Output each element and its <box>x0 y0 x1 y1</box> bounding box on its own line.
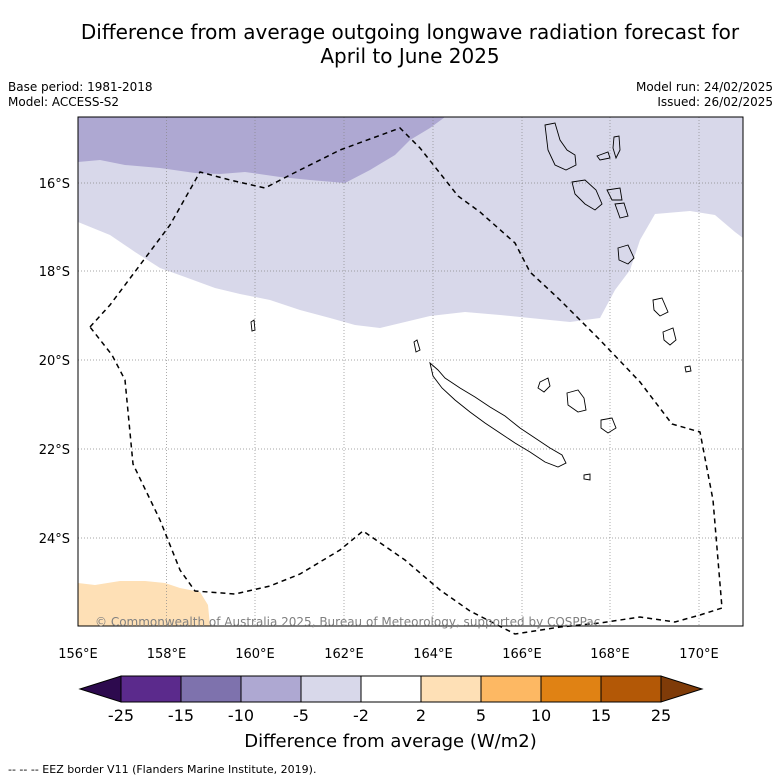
colorbar-title: Difference from average (W/m2) <box>244 731 537 752</box>
colorbar-tick-label: -10 <box>227 706 255 725</box>
colorbar-tick-label: 5 <box>475 706 487 725</box>
colorbar-tick-label: 25 <box>650 706 672 725</box>
colorbar-over-arrow <box>660 675 704 703</box>
small-island-2 <box>250 319 256 332</box>
colorbar-segment <box>120 675 182 703</box>
colorbar-tick-label: 2 <box>415 706 427 725</box>
colorbar-tick-label: 15 <box>590 706 612 725</box>
colorbar-tick-label: -25 <box>107 706 135 725</box>
lon-tick-labels: 156°E 158°E 160°E 162°E 164°E 166°E 168°… <box>58 647 719 662</box>
vanuatu-island-2 <box>596 151 611 161</box>
lat-tick: 22°S <box>39 443 70 458</box>
hunter-island <box>662 327 677 346</box>
map-title-line1: Difference from average outgoing longwav… <box>80 20 740 44</box>
colorbar-segment <box>420 675 482 703</box>
colorbar-tick-label: -15 <box>167 706 195 725</box>
colorbar-tick-label: -5 <box>293 706 309 725</box>
issued-date: Issued: 26/02/2025 <box>657 95 773 109</box>
lat-tick-labels: 16°S 18°S 20°S 22°S 24°S <box>39 177 70 547</box>
vanuatu-island-7 <box>617 244 635 265</box>
vanuatu-island-6 <box>614 202 629 219</box>
lat-tick: 20°S <box>39 354 70 369</box>
lon-tick: 156°E <box>58 647 98 662</box>
anomaly-region-positive <box>78 581 210 626</box>
colorbar-tick-label: 10 <box>530 706 552 725</box>
base-period: Base period: 1981-2018 <box>8 80 153 94</box>
colorbar-segment <box>540 675 602 703</box>
matthew-island <box>652 297 669 317</box>
copyright-notice: © Commonwealth of Australia 2025, Bureau… <box>95 615 600 629</box>
loyalty-island-3 <box>600 417 617 434</box>
colorbar-segment <box>480 675 542 703</box>
colorbar-segment <box>240 675 302 703</box>
vanuatu-island-4 <box>571 179 603 211</box>
lat-tick: 24°S <box>39 532 70 547</box>
colorbar-segment <box>300 675 362 703</box>
lat-tick: 16°S <box>39 177 70 192</box>
lon-tick: 162°E <box>324 647 364 662</box>
colorbar-segment <box>600 675 662 703</box>
colorbar-segment <box>180 675 242 703</box>
new-caledonia-island <box>429 361 567 468</box>
loyalty-island-2 <box>566 389 587 413</box>
lon-tick: 170°E <box>679 647 719 662</box>
isle-of-pines <box>583 473 591 481</box>
metadata-right: Model run: 24/02/2025 Issued: 26/02/2025 <box>636 80 773 110</box>
lon-tick: 158°E <box>147 647 187 662</box>
lat-tick: 18°S <box>39 265 70 280</box>
colorbar-segment <box>360 675 422 703</box>
model-name: Model: ACCESS-S2 <box>8 95 120 109</box>
vanuatu-santo <box>544 122 577 171</box>
small-island-3 <box>413 339 421 353</box>
vanuatu-island-3 <box>612 135 621 160</box>
colorbar-tick-label: -2 <box>353 706 369 725</box>
metadata-left: Base period: 1981-2018 Model: ACCESS-S2 <box>8 80 153 110</box>
colorbar <box>78 675 704 703</box>
plot-frame <box>77 116 744 627</box>
coastlines <box>250 122 692 481</box>
lon-tick: 168°E <box>590 647 630 662</box>
lon-tick: 164°E <box>413 647 453 662</box>
lon-tick: 160°E <box>235 647 275 662</box>
map-title-line2: April to June 2025 <box>320 44 500 68</box>
lon-tick: 166°E <box>502 647 542 662</box>
eez-legend-footer: -- -- -- EEZ border V11 (Flanders Marine… <box>8 763 317 776</box>
vanuatu-island-5 <box>606 187 623 201</box>
small-island-1 <box>684 365 692 373</box>
colorbar-under-arrow <box>78 675 122 703</box>
anomaly-region-medium <box>78 117 445 183</box>
loyalty-island-1 <box>537 377 551 393</box>
model-run: Model run: 24/02/2025 <box>635 80 773 94</box>
